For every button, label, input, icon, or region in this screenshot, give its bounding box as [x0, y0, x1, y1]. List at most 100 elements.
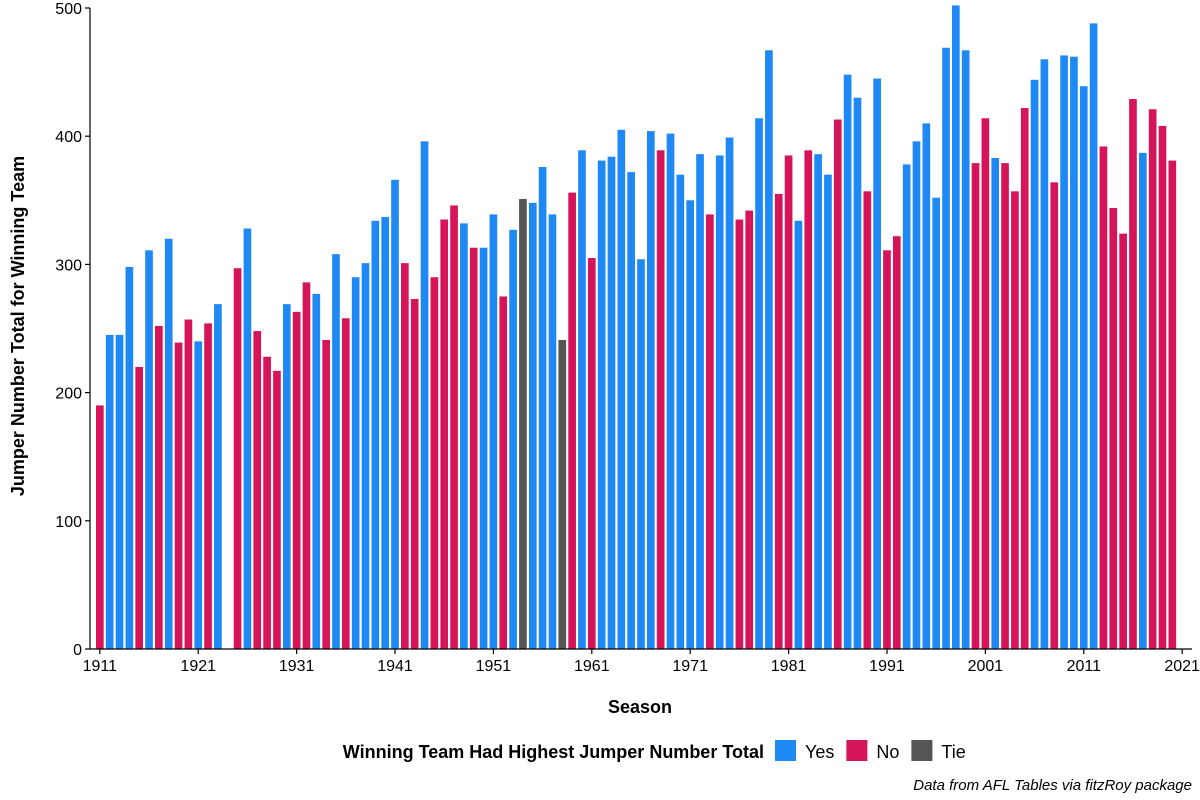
bar-1940 [381, 216, 390, 649]
legend-swatch-no [846, 740, 868, 761]
bar-1968 [656, 150, 665, 650]
bar-1921 [194, 341, 203, 649]
bar-1965 [627, 172, 635, 649]
bar-2015 [1119, 233, 1127, 649]
y-tick-label-100: 100 [55, 514, 82, 531]
bar-1972 [696, 154, 704, 649]
bar-1947 [450, 205, 458, 649]
bar-1944 [420, 141, 429, 649]
legend-label-yes: Yes [805, 742, 834, 762]
bar-1983 [804, 150, 813, 650]
x-tick-label-1961: 1961 [574, 658, 610, 675]
bar-1928 [263, 356, 271, 649]
x-tick-label-1941: 1941 [377, 658, 413, 675]
bar-1957 [548, 214, 557, 649]
bar-2003 [1001, 163, 1009, 649]
bar-1948 [460, 223, 468, 649]
bar-1951 [489, 214, 498, 649]
bar-2011 [1079, 86, 1088, 649]
y-tick-label-200: 200 [55, 386, 82, 403]
bar-1980 [774, 193, 783, 649]
bar-2001 [981, 118, 990, 649]
x-tick-label-2011: 2011 [1067, 658, 1102, 675]
y-tick-label-0: 0 [73, 642, 82, 659]
bar-1973 [706, 214, 714, 649]
bar-1982 [794, 220, 803, 649]
bar-1912 [105, 334, 114, 649]
bar-1967 [647, 131, 655, 649]
bar-2000 [971, 163, 980, 649]
bar-1933 [312, 293, 321, 649]
x-tick-label-1951: 1951 [476, 658, 512, 675]
bar-1938 [361, 263, 370, 649]
x-tick-label-1911: 1911 [83, 658, 118, 675]
caption: Data from AFL Tables via fitzRoy package [913, 777, 1192, 794]
y-tick-label-300: 300 [55, 257, 82, 274]
bar-2006 [1030, 79, 1039, 650]
bar-1984 [814, 154, 822, 649]
bar-1966 [637, 259, 645, 649]
bar-1930 [282, 304, 291, 649]
bar-1942 [401, 263, 409, 649]
bar-1991 [883, 250, 891, 650]
bar-1999 [961, 50, 970, 650]
bar-1959 [568, 192, 576, 650]
bar-1923 [214, 304, 222, 649]
bar-2008 [1050, 182, 1059, 649]
bar-1954 [519, 199, 527, 649]
bar-1992 [892, 236, 901, 649]
bar-1971 [686, 200, 695, 650]
bar-1934 [322, 340, 330, 649]
x-tick-label-2021: 2021 [1164, 658, 1200, 675]
bar-1976 [735, 219, 744, 649]
bar-1952 [499, 296, 508, 649]
bar-1963 [607, 156, 616, 649]
bar-1915 [135, 366, 144, 649]
legend: Winning Team Had Highest Jumper Number T… [343, 740, 966, 762]
bar-1975 [725, 137, 734, 650]
bar-1935 [332, 254, 340, 649]
bar-1916 [145, 250, 153, 650]
bar-1970 [676, 174, 685, 649]
bar-1925 [233, 268, 242, 649]
bar-1917 [155, 325, 163, 649]
bar-1978 [755, 118, 763, 649]
bar-1987 [843, 74, 852, 649]
bar-2007 [1040, 59, 1049, 649]
bar-1931 [292, 311, 301, 649]
bar-1995 [922, 123, 931, 649]
bar-1964 [617, 129, 626, 650]
bar-1946 [440, 219, 449, 649]
x-axis-title: Season [608, 697, 672, 717]
bar-1988 [853, 97, 862, 650]
bar-1990 [873, 78, 881, 649]
bar-1949 [469, 247, 478, 650]
bar-1997 [942, 47, 950, 650]
x-tick-label-1931: 1931 [279, 658, 315, 675]
bar-2019 [1158, 125, 1167, 649]
bars-group [96, 5, 1177, 650]
bar-1998 [952, 5, 960, 649]
bar-2004 [1011, 191, 1019, 649]
legend-swatch-tie [911, 740, 933, 761]
bar-1932 [302, 282, 311, 649]
bar-1958 [558, 340, 567, 649]
x-tick-label-1991: 1991 [869, 658, 905, 675]
bar-1927 [253, 331, 262, 649]
bar-2012 [1089, 23, 1098, 649]
bar-1919 [174, 342, 183, 649]
bar-2017 [1138, 152, 1147, 649]
bar-1918 [164, 238, 173, 649]
bar-1974 [715, 155, 724, 649]
bar-1911 [96, 405, 104, 649]
bar-1939 [371, 220, 380, 649]
bar-1986 [833, 119, 842, 649]
bar-2020 [1168, 160, 1177, 649]
bar-1955 [528, 202, 537, 650]
bar-1926 [243, 228, 252, 649]
x-tick-label-1981: 1981 [771, 658, 807, 675]
bar-2005 [1020, 108, 1029, 649]
legend-title: Winning Team Had Highest Jumper Number T… [343, 742, 764, 762]
bar-1979 [765, 50, 773, 650]
